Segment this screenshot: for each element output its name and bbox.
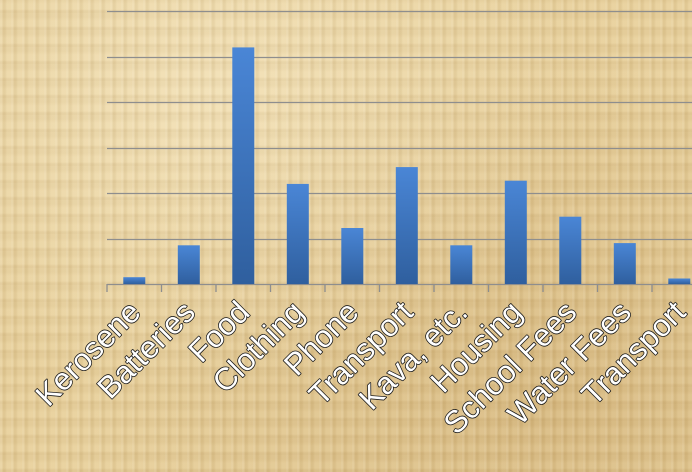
bar-housing: [504, 180, 527, 284]
bar-phone: [341, 228, 364, 284]
x-tick-labels: KeroseneBatteriesFoodClothingPhoneTransp…: [28, 293, 692, 441]
bar-transport: [668, 278, 691, 284]
bar-transport: [395, 167, 418, 284]
bar-clothing: [286, 183, 309, 284]
bar-batteries: [177, 245, 200, 284]
bar-kava-etc: [450, 245, 473, 284]
x-axis: [106, 283, 692, 292]
bar-school-fees: [559, 216, 582, 284]
bar-water-fees: [613, 243, 636, 284]
bar-food: [232, 47, 255, 285]
gridlines: [107, 10, 692, 241]
bar-kerosene: [123, 277, 146, 284]
bars: [123, 47, 691, 285]
